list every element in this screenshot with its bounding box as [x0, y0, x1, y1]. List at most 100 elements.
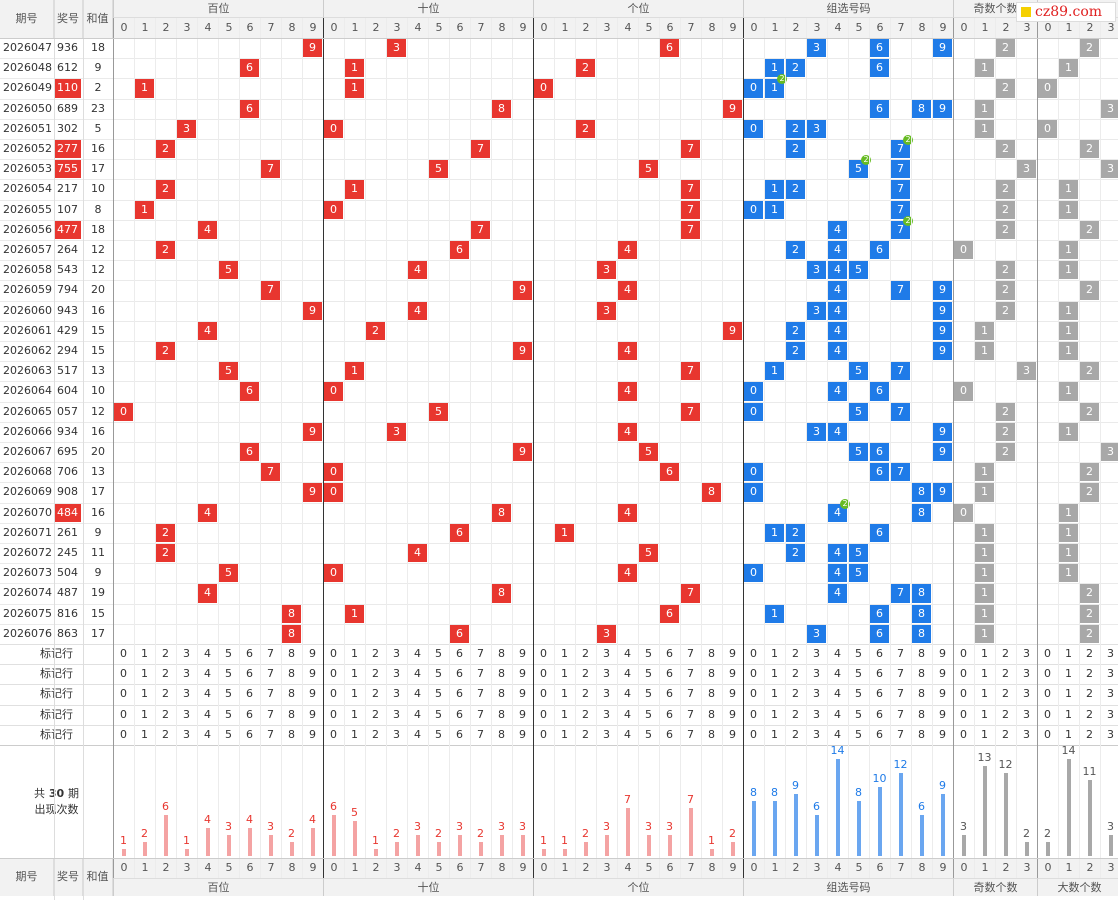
marker-digit-u[interactable]: 5	[645, 687, 652, 701]
marker-digit-g[interactable]: 4	[834, 687, 841, 701]
marker-digit-u[interactable]: 1	[561, 727, 568, 741]
marker-digit-g[interactable]: 4	[834, 707, 841, 721]
marker-digit-b[interactable]: 2	[1086, 727, 1093, 741]
marker-digit-o[interactable]: 2	[1002, 687, 1009, 701]
marker-digit-g[interactable]: 2	[792, 707, 799, 721]
marker-digit-b[interactable]: 1	[1065, 727, 1072, 741]
marker-digit-o[interactable]: 0	[960, 727, 967, 741]
marker-digit-h[interactable]: 1	[141, 707, 148, 721]
marker-digit-t[interactable]: 9	[519, 707, 526, 721]
marker-digit-g[interactable]: 6	[876, 687, 883, 701]
marker-digit-g[interactable]: 9	[939, 727, 946, 741]
marker-digit-h[interactable]: 2	[162, 727, 169, 741]
marker-digit-g[interactable]: 8	[918, 727, 925, 741]
marker-digit-t[interactable]: 4	[414, 667, 421, 681]
marker-digit-t[interactable]: 5	[435, 687, 442, 701]
marker-digit-o[interactable]: 0	[960, 707, 967, 721]
marker-digit-h[interactable]: 3	[183, 727, 190, 741]
marker-digit-h[interactable]: 8	[288, 667, 295, 681]
marker-digit-u[interactable]: 0	[540, 647, 547, 660]
marker-digit-u[interactable]: 1	[561, 667, 568, 681]
marker-digit-g[interactable]: 2	[792, 727, 799, 741]
marker-digit-o[interactable]: 3	[1023, 727, 1030, 741]
marker-digit-t[interactable]: 7	[477, 707, 484, 721]
marker-digit-g[interactable]: 1	[771, 707, 778, 721]
marker-digit-u[interactable]: 8	[708, 687, 715, 701]
marker-row-label[interactable]: 标记行	[40, 727, 73, 741]
marker-digit-t[interactable]: 0	[330, 687, 337, 701]
marker-digit-t[interactable]: 4	[414, 687, 421, 701]
marker-digit-t[interactable]: 9	[519, 687, 526, 701]
marker-row-label[interactable]: 标记行	[40, 647, 73, 660]
marker-digit-o[interactable]: 0	[960, 687, 967, 701]
marker-digit-g[interactable]: 2	[792, 647, 799, 660]
marker-digit-u[interactable]: 8	[708, 727, 715, 741]
marker-digit-t[interactable]: 8	[498, 687, 505, 701]
marker-digit-b[interactable]: 2	[1086, 647, 1093, 660]
marker-digit-u[interactable]: 9	[729, 647, 736, 660]
marker-digit-g[interactable]: 7	[897, 667, 904, 681]
marker-digit-b[interactable]: 2	[1086, 667, 1093, 681]
marker-digit-g[interactable]: 2	[792, 667, 799, 681]
marker-digit-h[interactable]: 6	[246, 667, 253, 681]
marker-digit-o[interactable]: 2	[1002, 707, 1009, 721]
marker-digit-b[interactable]: 1	[1065, 707, 1072, 721]
marker-digit-h[interactable]: 7	[267, 687, 274, 701]
marker-digit-t[interactable]: 0	[330, 707, 337, 721]
marker-digit-h[interactable]: 1	[141, 687, 148, 701]
marker-digit-g[interactable]: 0	[750, 647, 757, 660]
marker-digit-u[interactable]: 7	[687, 727, 694, 741]
marker-digit-g[interactable]: 8	[918, 647, 925, 660]
marker-digit-b[interactable]: 3	[1107, 667, 1114, 681]
marker-digit-u[interactable]: 3	[603, 727, 610, 741]
marker-digit-t[interactable]: 7	[477, 647, 484, 660]
marker-digit-g[interactable]: 8	[918, 687, 925, 701]
marker-digit-t[interactable]: 5	[435, 707, 442, 721]
marker-digit-u[interactable]: 4	[624, 707, 631, 721]
marker-digit-g[interactable]: 3	[813, 727, 820, 741]
marker-digit-o[interactable]: 1	[981, 727, 988, 741]
marker-digit-u[interactable]: 1	[561, 687, 568, 701]
marker-digit-u[interactable]: 2	[582, 687, 589, 701]
marker-digit-u[interactable]: 6	[666, 687, 673, 701]
marker-digit-b[interactable]: 0	[1044, 707, 1051, 721]
marker-digit-g[interactable]: 3	[813, 687, 820, 701]
marker-digit-t[interactable]: 8	[498, 667, 505, 681]
marker-digit-h[interactable]: 5	[225, 707, 232, 721]
marker-digit-h[interactable]: 9	[309, 647, 316, 660]
marker-digit-u[interactable]: 4	[624, 687, 631, 701]
marker-digit-u[interactable]: 2	[582, 727, 589, 741]
marker-digit-h[interactable]: 5	[225, 667, 232, 681]
marker-digit-h[interactable]: 2	[162, 667, 169, 681]
marker-digit-h[interactable]: 8	[288, 687, 295, 701]
marker-digit-u[interactable]: 1	[561, 647, 568, 660]
marker-digit-h[interactable]: 9	[309, 727, 316, 741]
marker-digit-g[interactable]: 4	[834, 727, 841, 741]
marker-digit-h[interactable]: 2	[162, 687, 169, 701]
marker-digit-h[interactable]: 9	[309, 687, 316, 701]
marker-digit-g[interactable]: 5	[855, 687, 862, 701]
marker-digit-h[interactable]: 6	[246, 687, 253, 701]
marker-digit-h[interactable]: 0	[120, 687, 127, 701]
marker-digit-h[interactable]: 6	[246, 647, 253, 660]
marker-digit-o[interactable]: 3	[1023, 687, 1030, 701]
marker-digit-u[interactable]: 0	[540, 727, 547, 741]
marker-digit-g[interactable]: 6	[876, 667, 883, 681]
marker-digit-t[interactable]: 6	[456, 727, 463, 741]
marker-digit-g[interactable]: 3	[813, 667, 820, 681]
site-logo[interactable]: cz89.com	[1016, 2, 1116, 22]
marker-digit-h[interactable]: 0	[120, 727, 127, 741]
marker-digit-u[interactable]: 7	[687, 687, 694, 701]
marker-digit-b[interactable]: 3	[1107, 647, 1114, 660]
marker-digit-t[interactable]: 1	[351, 667, 358, 681]
marker-digit-g[interactable]: 0	[750, 727, 757, 741]
marker-digit-o[interactable]: 3	[1023, 667, 1030, 681]
marker-digit-g[interactable]: 1	[771, 687, 778, 701]
marker-digit-h[interactable]: 7	[267, 667, 274, 681]
marker-digit-t[interactable]: 0	[330, 727, 337, 741]
marker-row-label[interactable]: 标记行	[40, 687, 73, 701]
marker-digit-u[interactable]: 4	[624, 667, 631, 681]
marker-digit-u[interactable]: 4	[624, 647, 631, 660]
marker-digit-u[interactable]: 7	[687, 647, 694, 660]
marker-digit-g[interactable]: 5	[855, 727, 862, 741]
